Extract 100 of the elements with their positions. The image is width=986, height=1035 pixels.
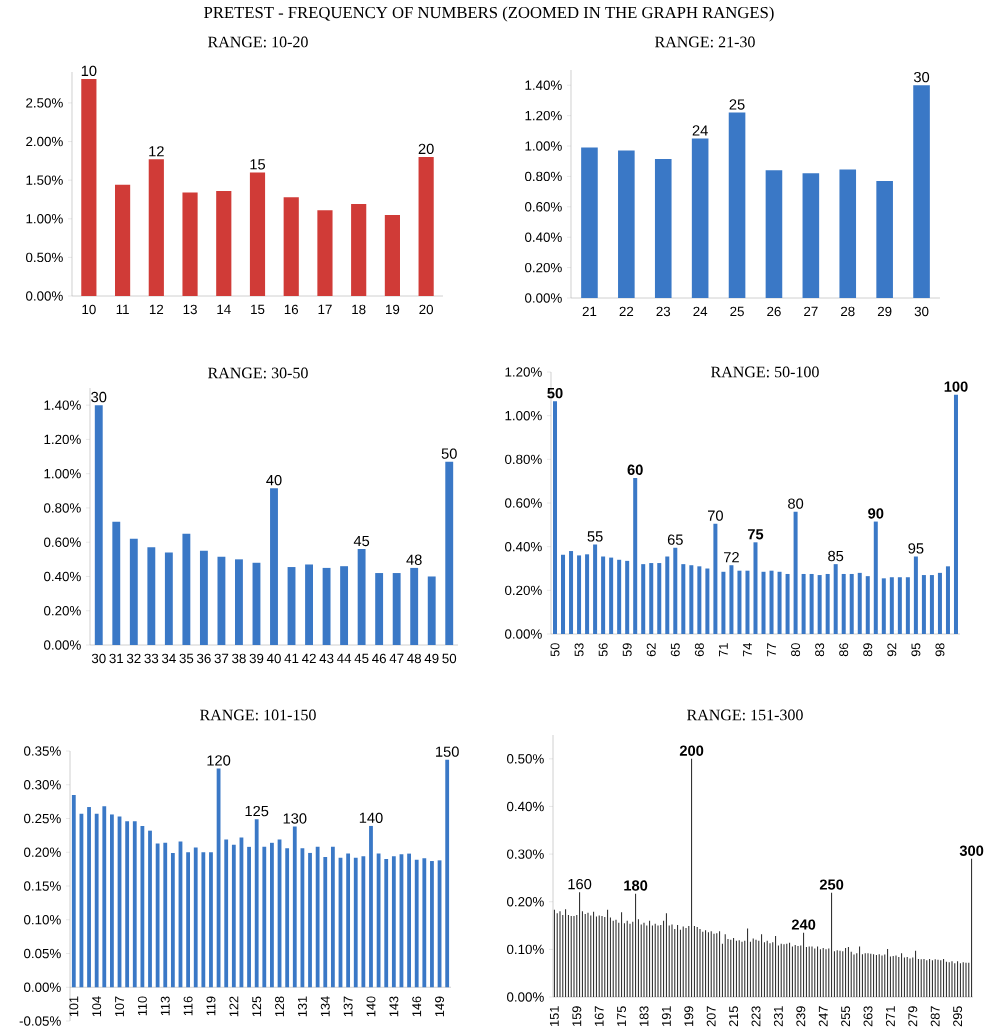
bar: [114, 184, 130, 297]
bar: [182, 533, 191, 646]
bar: [224, 839, 228, 988]
bar: [624, 560, 629, 635]
x-tick-label: 42: [301, 653, 316, 664]
y-tick-label: 0.15%: [23, 881, 61, 891]
bar: [945, 566, 950, 635]
x-tick-label: 40: [266, 653, 281, 664]
annotation: 25: [729, 99, 745, 110]
bar: [81, 78, 97, 297]
bar: [801, 573, 806, 635]
bar: [391, 856, 396, 988]
y-tick-label: 0.40%: [504, 541, 542, 552]
text: PRETEST - FREQUENCY OF NUMBERS (ZOOMED IN THE GRAPH RANGES): [203, 6, 774, 22]
chart-title: RANGE: 21-30: [654, 36, 755, 48]
y-tick-label: 1.40%: [525, 80, 562, 90]
bar: [600, 556, 605, 635]
bar: [269, 488, 278, 646]
bar: [350, 204, 367, 297]
bar: [215, 190, 232, 297]
x-tick-label: 71: [718, 643, 728, 657]
bar: [649, 563, 654, 635]
annotation: 80: [787, 498, 803, 509]
x-tick-label: 36: [196, 653, 211, 664]
x-tick-label: 107: [114, 996, 124, 1017]
bar: [608, 557, 613, 635]
y-tick-label: 0.20%: [23, 847, 61, 857]
annotation: 150: [435, 746, 459, 757]
annotation: 240: [791, 919, 815, 930]
x-tick-label: 68: [694, 643, 704, 657]
x-tick-label: 48: [406, 653, 421, 664]
x-tick-label: 30: [914, 306, 929, 317]
x-tick-label: 122: [229, 996, 239, 1017]
chart-title: RANGE: 50-100: [710, 366, 819, 378]
annotation: 65: [667, 534, 683, 545]
bar: [833, 564, 838, 635]
annotation: 50: [441, 448, 457, 459]
annotation: 140: [359, 812, 383, 823]
y-tick-label: 1.00%: [26, 214, 63, 224]
bar: [665, 556, 670, 635]
annotation: 55: [587, 531, 603, 542]
bar: [254, 819, 259, 988]
y-tick-label: 0.00%: [25, 291, 63, 301]
bar: [109, 814, 114, 988]
bar: [300, 848, 305, 988]
bar: [913, 556, 918, 635]
bar: [231, 844, 236, 988]
y-tick-label: 1.20%: [525, 110, 562, 121]
x-tick-label: 27: [803, 306, 818, 317]
x-tick-label: 29: [877, 306, 892, 317]
x-tick-label: 43: [319, 653, 334, 664]
bar: [199, 550, 208, 646]
bar: [737, 570, 742, 635]
y-tick-label: 0.40%: [524, 232, 562, 242]
bar: [317, 210, 333, 297]
y-tick-label: 0.30%: [506, 849, 544, 859]
x-tick-label: 183: [639, 1006, 649, 1026]
x-tick-label: 159: [572, 1006, 582, 1026]
bar: [802, 173, 819, 299]
bar: [307, 852, 312, 988]
x-tick-label: 137: [343, 996, 353, 1017]
bar: [632, 477, 637, 635]
y-tick-label: 0.20%: [506, 897, 544, 907]
x-tick-label: 15: [250, 304, 265, 315]
bar: [185, 852, 190, 988]
bar: [285, 848, 289, 988]
bar: [745, 570, 750, 635]
bar: [418, 156, 434, 297]
y-tick-label: 1.50%: [26, 175, 63, 185]
bar: [208, 852, 213, 988]
bar: [269, 842, 274, 988]
bar: [345, 853, 350, 988]
x-tick-label: 34: [161, 653, 176, 664]
bar: [691, 138, 709, 299]
bar: [140, 825, 145, 988]
bar: [777, 571, 782, 635]
bar: [147, 830, 152, 988]
y-tick-label: 0.00%: [43, 640, 81, 650]
x-tick-label: 12: [149, 304, 163, 315]
x-tick-label: 44: [336, 653, 351, 663]
bar: [322, 567, 331, 646]
bar: [681, 564, 686, 635]
y-tick-label: 0.00%: [23, 982, 61, 992]
bar: [728, 112, 746, 299]
y-tick-label: 0.60%: [43, 537, 81, 547]
annotation: 15: [250, 159, 265, 170]
x-tick-label: 11: [116, 304, 129, 314]
y-tick-label: -0.05%: [19, 1016, 61, 1026]
bar: [357, 549, 366, 646]
x-tick-label: 113: [160, 996, 170, 1016]
bar: [292, 826, 297, 988]
bar: [384, 859, 388, 988]
bar: [617, 150, 635, 299]
annotation: 180: [624, 880, 647, 891]
x-tick-label: 151: [549, 1006, 559, 1026]
annotation: 75: [747, 529, 763, 540]
bar: [414, 859, 419, 988]
x-tick-label: 18: [352, 304, 366, 315]
bar: [673, 547, 678, 635]
x-tick-label: 32: [126, 653, 141, 664]
